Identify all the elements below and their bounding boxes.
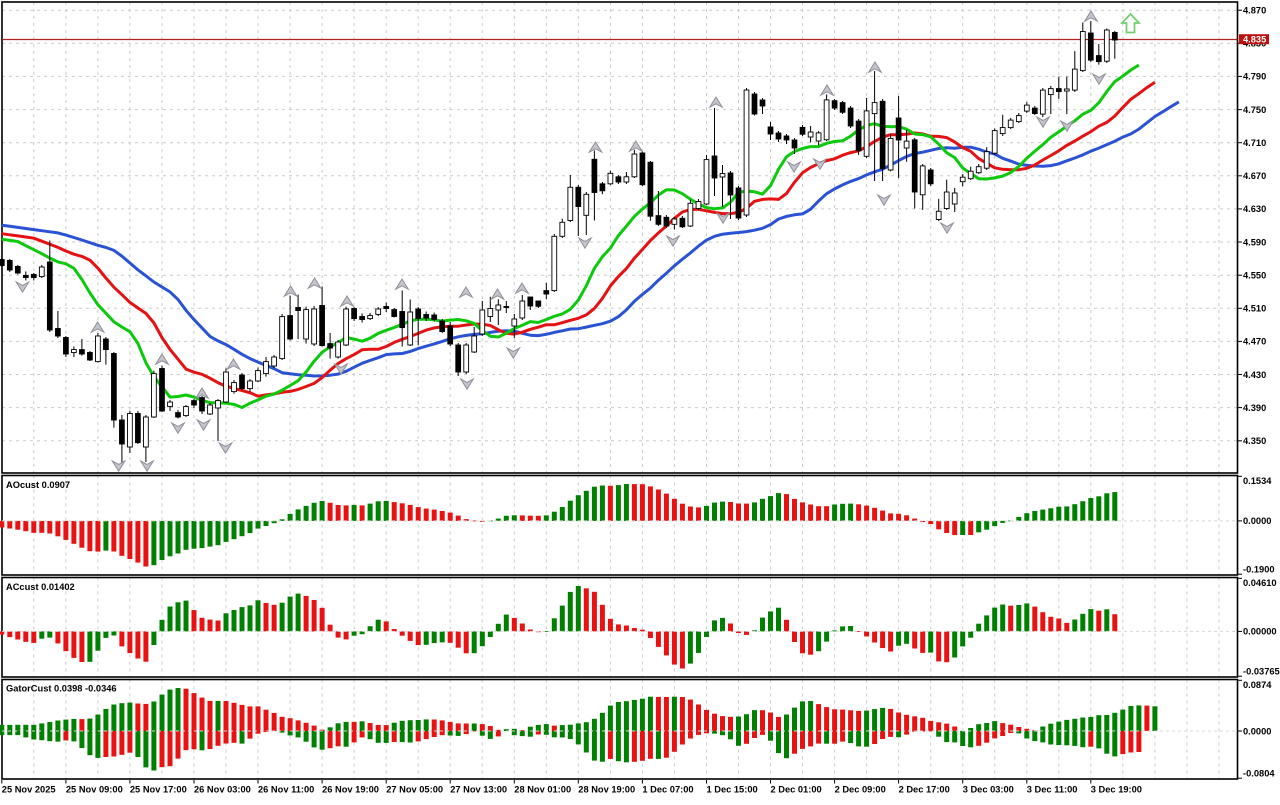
svg-text:0.0874: 0.0874 [1243,680,1272,690]
svg-text:4.390: 4.390 [1243,403,1266,413]
svg-text:4.790: 4.790 [1243,72,1266,82]
svg-text:4.670: 4.670 [1243,171,1266,181]
svg-text:27 Nov 05:00: 27 Nov 05:00 [386,785,443,795]
svg-text:28 Nov 01:00: 28 Nov 01:00 [514,785,571,795]
svg-text:0.1534: 0.1534 [1243,476,1272,486]
svg-text:GatorCust 0.0398 -0.0346: GatorCust 0.0398 -0.0346 [6,684,117,694]
svg-text:26 Nov 11:00: 26 Nov 11:00 [258,785,314,795]
svg-text:ACcust 0.01402: ACcust 0.01402 [6,582,75,592]
svg-text:28 Nov 19:00: 28 Nov 19:00 [578,785,635,795]
svg-text:4.510: 4.510 [1243,304,1266,314]
svg-text:25 Nov 09:00: 25 Nov 09:00 [66,785,123,795]
svg-text:4.630: 4.630 [1243,204,1266,214]
svg-text:3 Dec 03:00: 3 Dec 03:00 [963,785,1014,795]
svg-text:26 Nov 19:00: 26 Nov 19:00 [322,785,379,795]
svg-text:25 Nov 17:00: 25 Nov 17:00 [130,785,187,795]
svg-text:26 Nov 03:00: 26 Nov 03:00 [194,785,251,795]
svg-text:-0.0804: -0.0804 [1243,769,1275,779]
svg-text:0.0000: 0.0000 [1243,516,1271,526]
svg-text:3 Dec 19:00: 3 Dec 19:00 [1091,785,1142,795]
svg-text:4.835: 4.835 [1243,35,1266,45]
svg-text:4.750: 4.750 [1243,105,1266,115]
svg-text:1 Dec 07:00: 1 Dec 07:00 [642,785,693,795]
svg-text:3 Dec 11:00: 3 Dec 11:00 [1027,785,1078,795]
svg-text:4.350: 4.350 [1243,436,1266,446]
svg-text:-0.1900: -0.1900 [1243,565,1275,575]
svg-text:-0.03765: -0.03765 [1243,667,1280,677]
svg-text:27 Nov 13:00: 27 Nov 13:00 [450,785,507,795]
svg-text:4.710: 4.710 [1243,138,1266,148]
svg-text:AOcust 0.0907: AOcust 0.0907 [6,480,70,490]
svg-text:0.04610: 0.04610 [1243,578,1277,588]
svg-text:4.870: 4.870 [1243,6,1266,16]
svg-text:1 Dec 15:00: 1 Dec 15:00 [707,785,758,795]
svg-text:4.590: 4.590 [1243,237,1266,247]
svg-text:2 Dec 17:00: 2 Dec 17:00 [899,785,950,795]
svg-text:4.430: 4.430 [1243,370,1266,380]
svg-text:0.0000: 0.0000 [1243,726,1271,736]
svg-text:2 Dec 01:00: 2 Dec 01:00 [771,785,822,795]
svg-text:4.550: 4.550 [1243,271,1266,281]
svg-text:0.00000: 0.00000 [1243,627,1277,637]
svg-text:2 Dec 09:00: 2 Dec 09:00 [835,785,886,795]
svg-text:25 Nov 2025: 25 Nov 2025 [2,785,56,795]
svg-text:4.470: 4.470 [1243,337,1266,347]
